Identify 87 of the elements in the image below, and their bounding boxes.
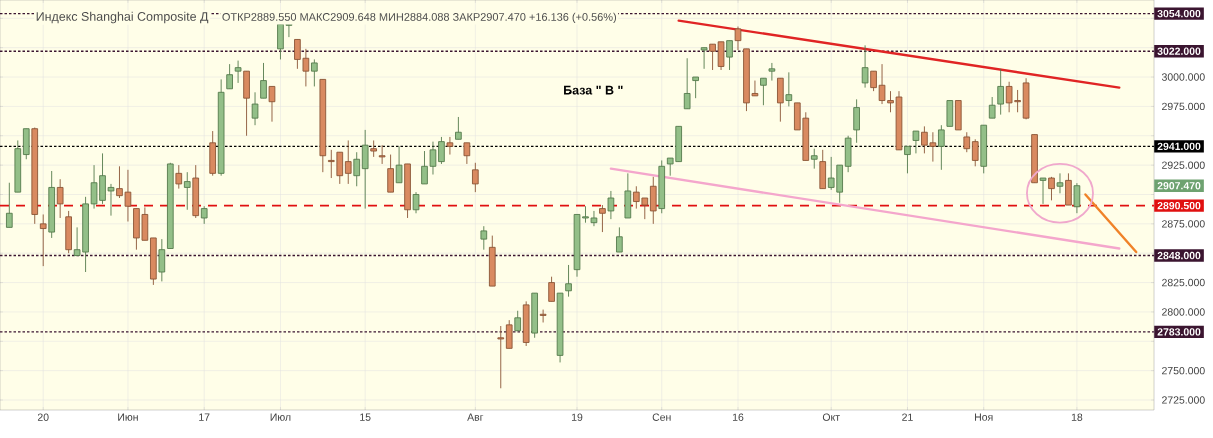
candlestick <box>472 162 479 193</box>
candlestick <box>785 71 793 107</box>
candlestick <box>39 214 47 267</box>
y-tick-label: 2875.000 <box>1162 220 1205 228</box>
candlestick <box>853 98 860 144</box>
candlestick <box>599 204 606 233</box>
candlestick <box>768 62 776 82</box>
ref-line-label: 2783.000 <box>1157 328 1201 336</box>
ref-line-label: 2941.000 <box>1157 142 1201 151</box>
candlestick <box>378 144 386 165</box>
candlestick <box>5 182 13 228</box>
candlestick <box>226 63 233 90</box>
candlestick <box>734 26 742 51</box>
x-tick-label: Июн <box>118 413 138 421</box>
x-tick-label: Окт <box>822 413 840 421</box>
candlestick <box>607 190 615 220</box>
ref-line-label: 2890.500 <box>1157 201 1201 210</box>
candlestick <box>870 70 877 92</box>
candlestick <box>183 171 191 211</box>
candlestick <box>810 148 818 170</box>
candlestick <box>158 238 166 282</box>
y-tick-label: 2925.000 <box>1162 161 1205 169</box>
candlestick <box>480 225 488 251</box>
candlestick <box>344 140 352 185</box>
candlestick <box>1039 177 1047 205</box>
ref-line-label: 3022.000 <box>1157 47 1201 55</box>
candlestick <box>726 40 733 71</box>
candlestick <box>260 62 267 99</box>
x-tick-label: 16 <box>732 413 744 421</box>
x-tick-label: Авг <box>467 413 484 421</box>
candlestick <box>760 77 767 106</box>
candlestick <box>175 164 183 190</box>
y-tick-label: 2750.000 <box>1162 366 1205 375</box>
candlestick <box>963 131 971 153</box>
candlestick <box>988 96 996 119</box>
candlestick <box>234 60 242 84</box>
candlestick <box>692 76 699 99</box>
candlestick <box>56 178 64 219</box>
candlestick <box>353 151 361 187</box>
ref-line-label: 3054.000 <box>1157 9 1201 18</box>
x-tick-label: 20 <box>37 413 49 421</box>
y-tick-label: 2975.000 <box>1162 102 1205 111</box>
candlestick <box>565 264 572 298</box>
candlestick <box>683 57 691 110</box>
candlestick <box>412 191 420 214</box>
candlestick <box>1073 182 1081 214</box>
x-tick-label: 21 <box>902 413 913 421</box>
annotation: База " В " <box>564 85 623 95</box>
candlestick <box>463 142 471 165</box>
candlestick <box>395 145 403 184</box>
candlestick <box>616 226 623 253</box>
candlestick <box>446 136 454 155</box>
x-tick-label: 15 <box>360 413 371 421</box>
candlestick <box>548 276 555 302</box>
candlestick <box>700 47 708 70</box>
y-tick-label: 2800.000 <box>1162 308 1205 316</box>
text: Индекс Shanghai Composite Д <box>36 11 209 24</box>
candlestick <box>361 129 369 210</box>
candlestick <box>709 43 716 71</box>
candlestick <box>268 85 276 123</box>
candlestick <box>861 44 869 89</box>
x-tick-label: Ноя <box>975 413 993 421</box>
candlestick <box>904 145 911 174</box>
candlestick <box>912 130 920 154</box>
ref-line-label: 2848.000 <box>1157 251 1201 260</box>
candlestick <box>251 91 259 126</box>
y-tick-label: 3000.000 <box>1161 73 1205 81</box>
y-tick-label: 2725.000 <box>1162 396 1205 404</box>
text: 2907.470 <box>1157 182 1201 190</box>
x-tick-label: 17 <box>199 413 210 421</box>
candlestick <box>497 325 505 389</box>
candlestick <box>455 116 462 140</box>
candlestick <box>387 154 394 193</box>
candlestick <box>539 309 547 323</box>
x-tick-label: 19 <box>571 413 583 421</box>
candlestick <box>505 319 513 349</box>
candlestick <box>997 68 1004 116</box>
candlestick <box>514 310 522 332</box>
text: ОТКР2889.550 МАКС2909.648 МИН2884.088 ЗАКР2907.470 +16.136 (+0.56%) <box>222 12 616 23</box>
x-tick-label: Июл <box>270 413 291 421</box>
candlestick <box>1056 172 1064 194</box>
candlestick <box>311 58 318 87</box>
x-tick-label: 18 <box>1071 413 1083 421</box>
candlestick <box>938 124 945 171</box>
x-tick-label: Сен <box>652 413 671 421</box>
candlestick <box>971 138 979 167</box>
y-tick-label: 2825.000 <box>1162 278 1205 287</box>
